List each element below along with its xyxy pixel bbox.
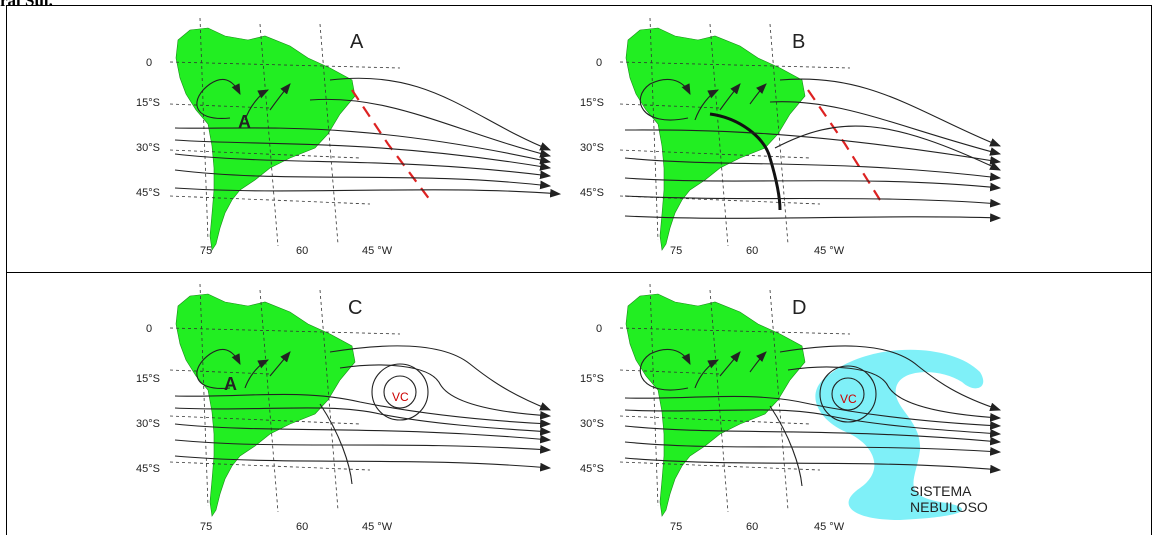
lon-label-45w: 45 °W (814, 521, 845, 533)
lat-label-30s: 30°S (136, 142, 160, 154)
lat-label-45s: 45°S (136, 187, 160, 199)
high-pressure-label: A (238, 112, 251, 132)
panel-letter: A (350, 31, 364, 53)
panel-letter: B (792, 31, 805, 53)
panel-b: B 0 15°S 30°S 45°S 75 60 45 °W (570, 17, 1040, 268)
panel-letter: C (348, 297, 362, 319)
panel-d: D VC SISTEMA NEBULOSO 0 15°S 30°S 45°S 7… (570, 283, 1040, 534)
streamlines (624, 78, 1002, 223)
panel-d-map: D VC SISTEMA NEBULOSO 0 15°S 30°S 45°S 7… (580, 283, 1002, 533)
south-america-landmass (175, 27, 356, 251)
panel-b-map: B 0 15°S 30°S 45°S 75 60 45 °W (580, 17, 1002, 257)
trough-axis (807, 89, 881, 201)
high-pressure-label: A (224, 374, 237, 394)
south-america-landmass (625, 293, 806, 517)
lon-label-45w: 45 °W (814, 245, 845, 257)
lon-label-60: 60 (296, 245, 308, 257)
graticule (619, 17, 851, 247)
panel-letter: D (792, 297, 806, 319)
lat-label-0: 0 (596, 323, 602, 335)
lat-label-15s: 15°S (580, 97, 604, 109)
lon-label-60: 60 (746, 245, 758, 257)
lon-label-75: 75 (670, 245, 682, 257)
cloud-system-label-line2: NEBULOSO (910, 499, 988, 515)
cloud-system-label-line1: SISTEMA (910, 483, 972, 499)
graticule (619, 283, 851, 513)
lon-label-75: 75 (200, 245, 212, 257)
graticule (169, 17, 401, 247)
lon-label-45w: 45 °W (362, 245, 393, 257)
streamlines (624, 345, 1002, 487)
lat-label-15s: 15°S (580, 373, 604, 385)
streamlines (174, 345, 552, 485)
lat-label-15s: 15°S (136, 373, 160, 385)
lat-label-0: 0 (146, 57, 152, 69)
panel-c-map: C A VC 0 15°S 30°S 45°S 75 60 45 °W (136, 283, 552, 533)
lat-label-0: 0 (146, 323, 152, 335)
streamlines (174, 77, 562, 198)
lat-label-30s: 30°S (136, 418, 160, 430)
vortex-label: VC (392, 390, 409, 404)
frontal-axis (709, 112, 782, 211)
lat-label-15s: 15°S (136, 97, 160, 109)
panel-c: C A VC 0 15°S 30°S 45°S 75 60 45 °W (130, 283, 600, 534)
panel-a-map: A A 0 15°S 30°S 45°S 75 60 45 °W (136, 17, 562, 257)
graticule (169, 283, 401, 513)
row-divider (6, 272, 1152, 273)
lat-label-0: 0 (596, 57, 602, 69)
lat-label-30s: 30°S (580, 418, 604, 430)
lon-label-45w: 45 °W (362, 521, 393, 533)
lat-label-45s: 45°S (136, 463, 160, 475)
lat-label-30s: 30°S (580, 142, 604, 154)
lon-label-60: 60 (296, 521, 308, 533)
lat-label-45s: 45°S (580, 463, 604, 475)
vortex-label: VC (840, 392, 857, 406)
panel-a: A A 0 15°S 30°S 45°S 75 60 45 °W (130, 17, 600, 268)
south-america-landmass (175, 293, 356, 517)
lat-label-45s: 45°S (580, 187, 604, 199)
lon-label-60: 60 (746, 521, 758, 533)
lon-label-75: 75 (200, 521, 212, 533)
trough-axis (351, 89, 431, 201)
lon-label-75: 75 (670, 521, 682, 533)
